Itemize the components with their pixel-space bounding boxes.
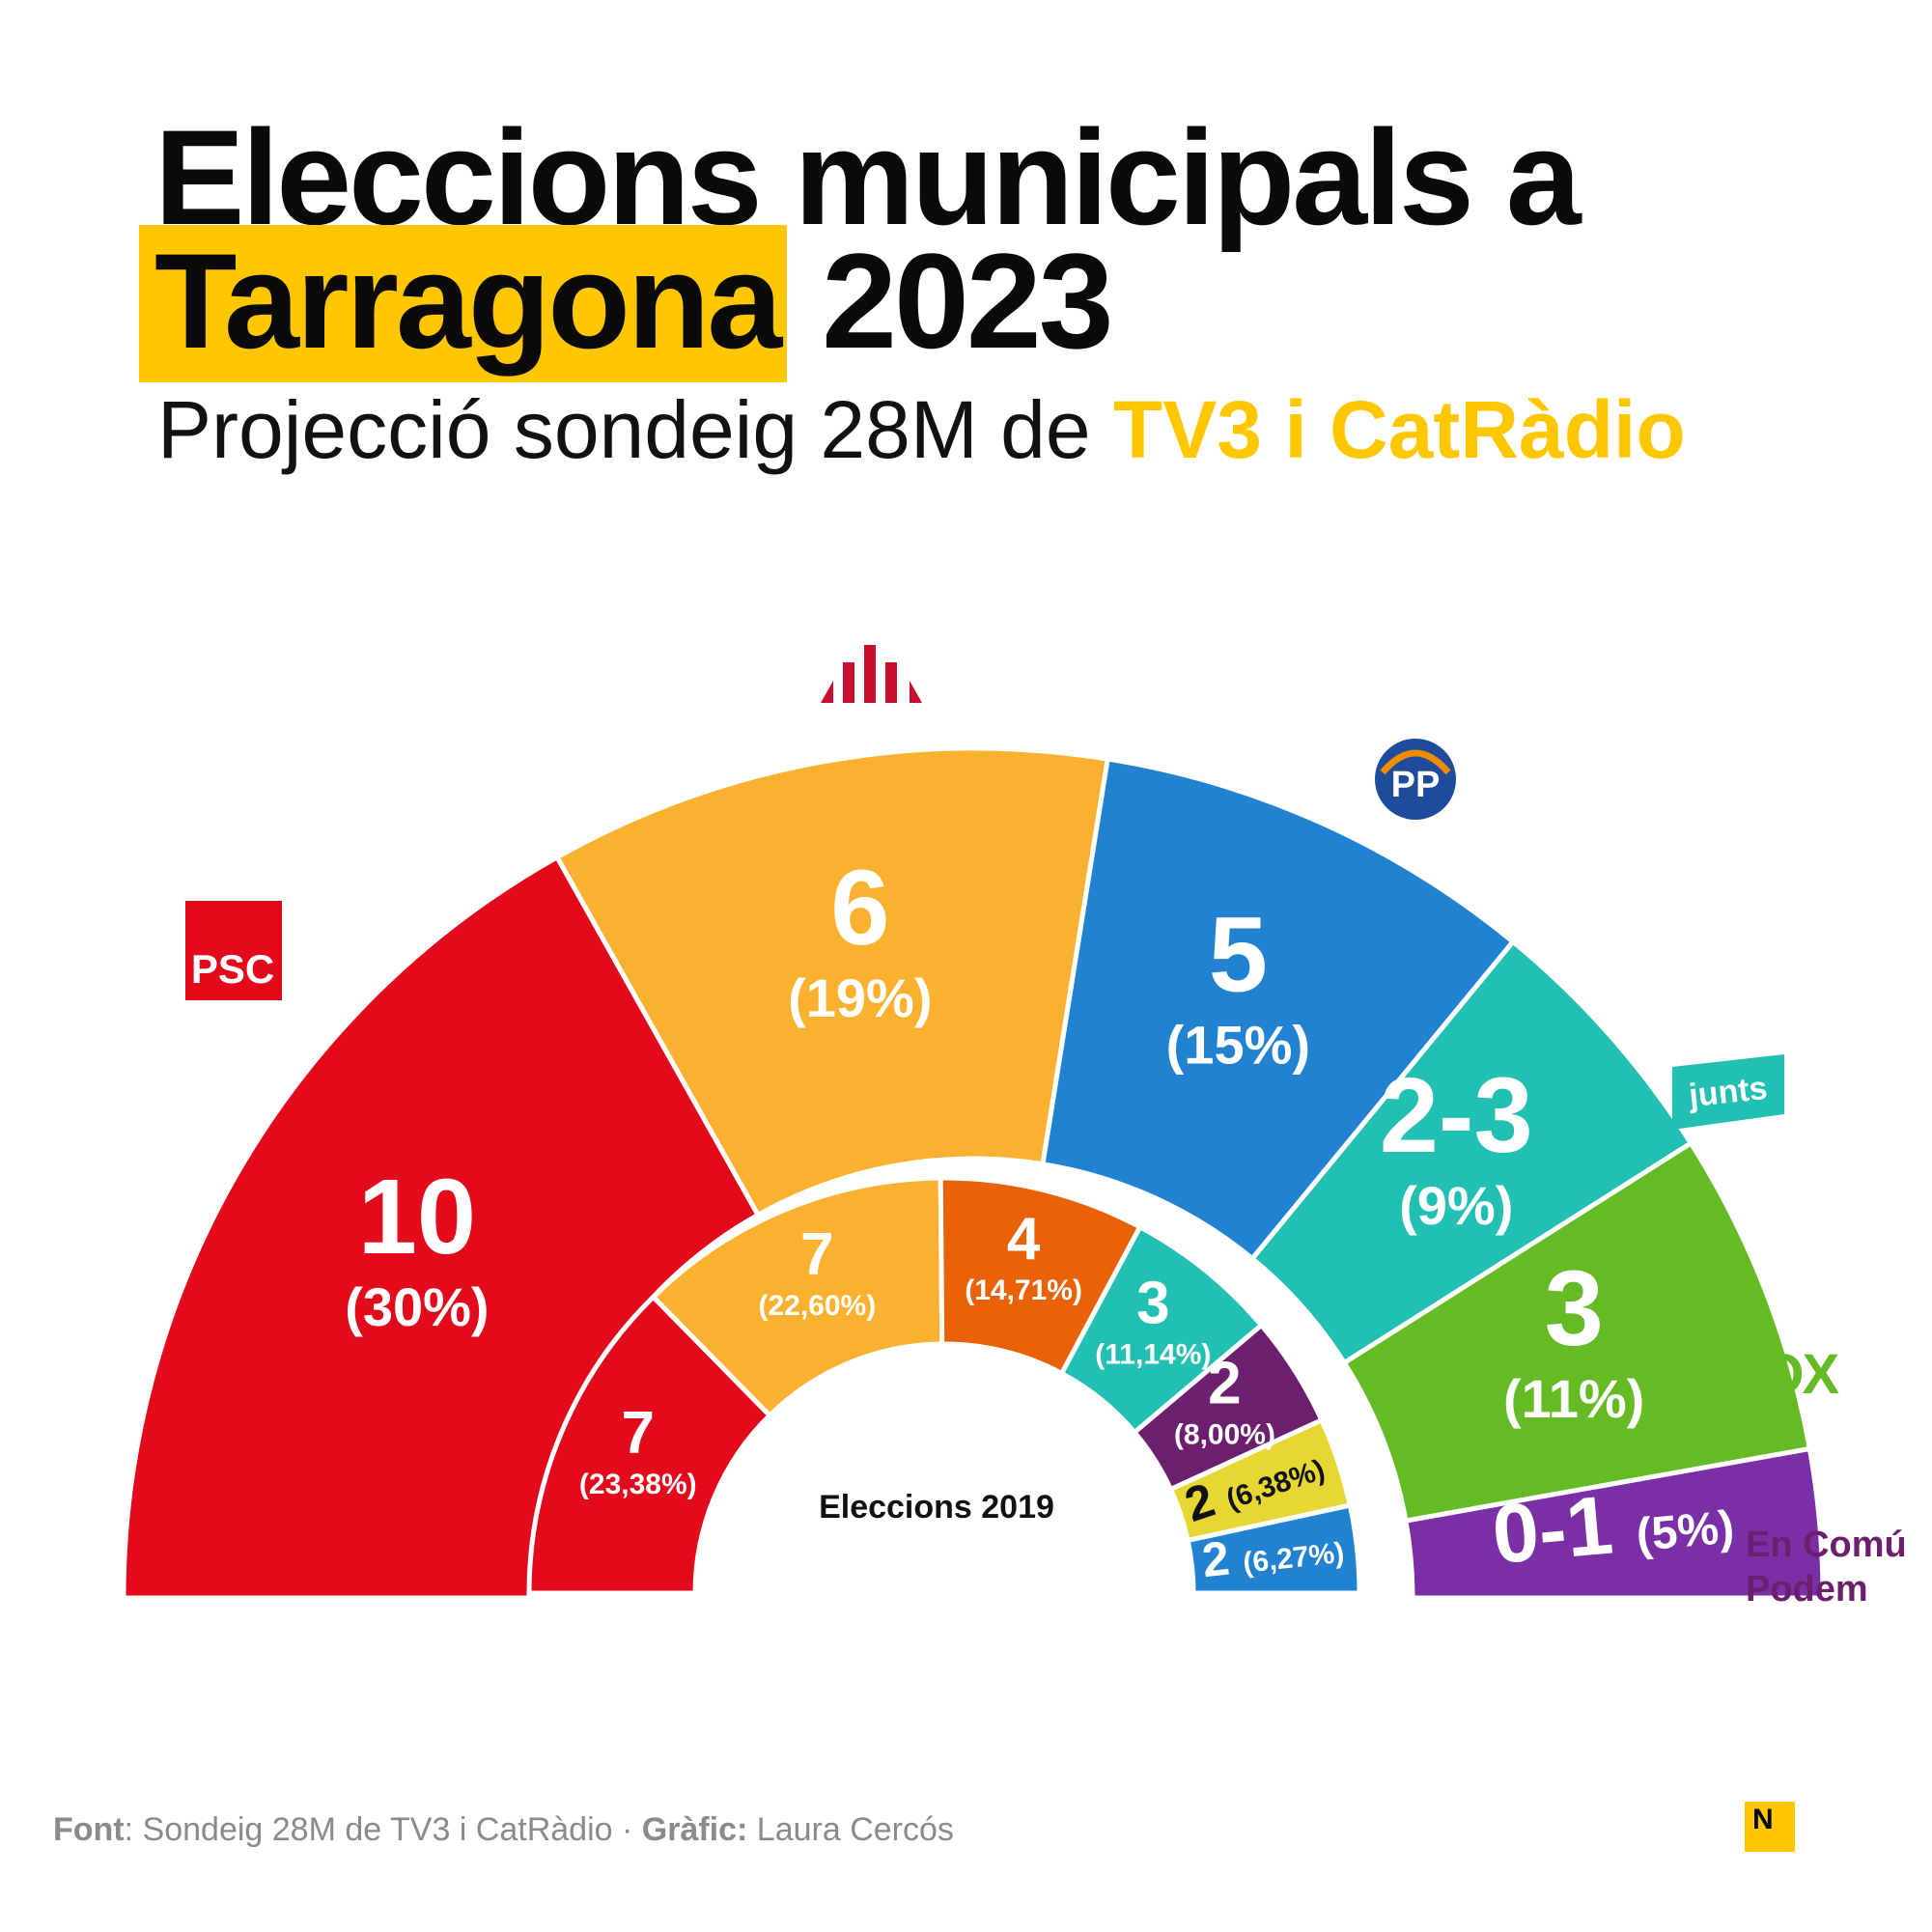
brand-logo-text: N: [1752, 1804, 1774, 1835]
outer-pct-vox: (11%): [1503, 1368, 1644, 1429]
ecp-logo-line2: Podem: [1746, 1569, 1868, 1610]
inner-seats-erc: 7: [800, 1221, 833, 1288]
junts-logo-text: junts: [1687, 1070, 1770, 1114]
title-line-1: Eleccions municipals a: [154, 101, 1582, 253]
title-block: Eleccions municipals a Tarragona 2023: [139, 101, 1892, 382]
inner-pct-ecp: (8,00%): [1174, 1419, 1275, 1451]
outer-ring-2023: [121, 745, 1826, 1601]
inner-label-pp: 2 (6,27%): [1199, 1519, 1346, 1587]
pp-logo: PP: [1375, 739, 1456, 820]
title-highlight: Tarragona: [139, 225, 788, 382]
inner-seats-psc: 7: [622, 1400, 655, 1467]
inner-ring-2019: [526, 1175, 1362, 1596]
source-credit: Font: Sondeig 28M de TV3 i CatRàdio · Gr…: [53, 1811, 954, 1849]
title-year: 2023: [787, 225, 1113, 377]
inner-segment-erc: [650, 1175, 945, 1419]
outer-seats-junts: 2-3: [1380, 1056, 1533, 1175]
outer-segment-en-comú-podem: [1403, 1445, 1826, 1601]
subtitle: Projecció sondeig 28M de TV3 i CatRàdio: [157, 381, 1686, 478]
source-font-label: Font: [53, 1811, 125, 1848]
vox-logo: VOX: [1725, 1343, 1840, 1406]
source-grafic-label: Gràfic:: [641, 1811, 748, 1848]
pp-logo-text: PP: [1391, 765, 1441, 805]
inner-pct-cs: (14,71%): [965, 1274, 1082, 1306]
outer-pct-psc: (30%): [345, 1276, 489, 1337]
psc-logo-text: PSC: [191, 946, 274, 992]
inner-ring-caption: Eleccions 2019: [819, 1489, 1054, 1526]
outer-label-en-comú-podem: 0-1 (5%): [1489, 1468, 1737, 1582]
psc-logo: PSC: [185, 901, 282, 1000]
ecp-logo: En Comú Podem: [1746, 1525, 1907, 1610]
inner-pct-junts: (11,14%): [1095, 1339, 1211, 1371]
title-line-2: Tarragona 2023: [139, 225, 1892, 382]
inner-pct-erc: (22,60%): [758, 1290, 876, 1322]
outer-seats-vox: 3: [1545, 1249, 1604, 1368]
outer-seats-psc: 10: [358, 1158, 476, 1276]
inner-segment-pp: [1185, 1502, 1362, 1596]
outer-pct-pp: (15%): [1166, 1014, 1310, 1075]
outer-seats-pp: 5: [1209, 895, 1268, 1014]
outer-pct-erc: (19%): [788, 967, 932, 1028]
inner-ring-labels: 7(23,38%)7(22,60%)4(14,71%) 3(11,14%)2(8,…: [579, 1206, 1346, 1587]
subtitle-prefix: Projecció sondeig 28M de: [157, 384, 1113, 475]
source-font-value: : Sondeig 28M de TV3 i CatRàdio ·: [124, 1811, 642, 1848]
subtitle-accent: TV3 i CatRàdio: [1112, 384, 1686, 475]
ecp-logo-line1: En Comú: [1746, 1525, 1907, 1565]
inner-seats-ecp: 2: [1208, 1351, 1241, 1417]
inner-seats-junts: 3: [1136, 1271, 1169, 1337]
outer-segment-pp: [1040, 756, 1517, 1263]
outer-pct-junts: (9%): [1399, 1175, 1513, 1236]
outer-ring-labels: 10(30%)6(19%) 5(15%)2-3(9%)3(11%)0-1 (5%): [345, 849, 1737, 1582]
erc-logo: [821, 645, 922, 703]
junts-logo: junts: [1672, 1054, 1784, 1130]
inner-pct-psc: (23,38%): [579, 1469, 697, 1500]
inner-seats-cs: 4: [1007, 1206, 1041, 1273]
brand-logo: N: [1745, 1802, 1795, 1852]
outer-segment-erc: [553, 745, 1111, 1218]
source-grafic-value: Laura Cercós: [747, 1811, 954, 1848]
outer-seats-erc: 6: [830, 849, 889, 967]
